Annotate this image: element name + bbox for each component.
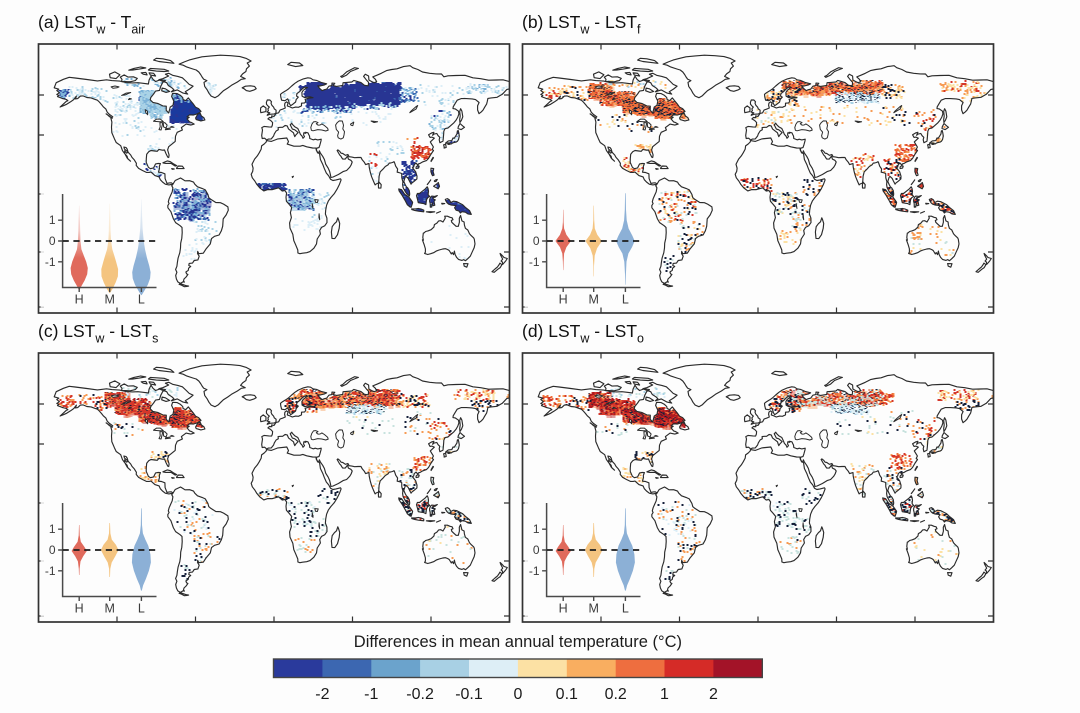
svg-text:-1: -1 xyxy=(529,255,540,269)
svg-text:0: 0 xyxy=(533,234,540,248)
svg-text:-0.2: -0.2 xyxy=(406,686,434,703)
svg-text:M: M xyxy=(104,293,114,307)
svg-text:0: 0 xyxy=(49,234,56,248)
svg-text:L: L xyxy=(138,293,145,307)
svg-text:0: 0 xyxy=(533,543,540,557)
svg-text:-1: -1 xyxy=(45,564,56,578)
svg-text:M: M xyxy=(588,293,598,307)
svg-text:H: H xyxy=(559,293,568,307)
svg-text:L: L xyxy=(622,602,629,616)
svg-text:2: 2 xyxy=(709,686,718,703)
svg-text:0.2: 0.2 xyxy=(605,686,627,703)
svg-text:L: L xyxy=(138,602,145,616)
svg-text:1: 1 xyxy=(49,522,56,536)
svg-text:-1: -1 xyxy=(364,686,378,703)
svg-text:1: 1 xyxy=(49,213,56,227)
svg-text:M: M xyxy=(588,602,598,616)
svg-text:1: 1 xyxy=(533,213,540,227)
svg-text:H: H xyxy=(75,293,84,307)
svg-text:L: L xyxy=(622,293,629,307)
svg-text:-0.1: -0.1 xyxy=(455,686,483,703)
svg-text:1: 1 xyxy=(660,686,669,703)
svg-text:H: H xyxy=(559,602,568,616)
svg-text:H: H xyxy=(75,602,84,616)
svg-text:1: 1 xyxy=(533,522,540,536)
svg-text:M: M xyxy=(104,602,114,616)
svg-text:-2: -2 xyxy=(315,686,329,703)
svg-text:0: 0 xyxy=(49,543,56,557)
svg-text:-1: -1 xyxy=(529,564,540,578)
svg-text:0.1: 0.1 xyxy=(556,686,578,703)
svg-text:Differences in mean annual tem: Differences in mean annual temperature (… xyxy=(354,633,682,651)
svg-text:-1: -1 xyxy=(45,255,56,269)
svg-text:0: 0 xyxy=(513,686,522,703)
